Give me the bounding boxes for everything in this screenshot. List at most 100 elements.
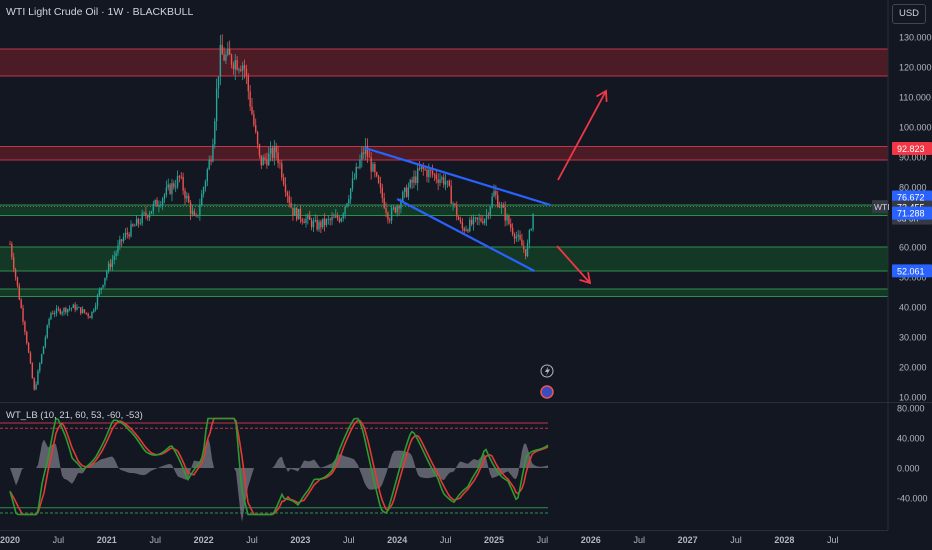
candle xyxy=(16,276,19,286)
candle xyxy=(508,215,510,224)
candle xyxy=(325,219,328,226)
currency-button[interactable]: USD xyxy=(892,4,926,24)
candle xyxy=(72,304,74,308)
candle xyxy=(295,208,298,220)
candle xyxy=(74,304,76,310)
candle xyxy=(260,155,263,166)
candle xyxy=(394,207,397,213)
candle xyxy=(46,325,48,338)
candle xyxy=(318,221,320,230)
candle xyxy=(100,287,102,291)
candle xyxy=(482,221,484,224)
candle xyxy=(377,175,380,183)
candle xyxy=(372,164,374,172)
support-zone xyxy=(0,289,888,297)
price-tick-label: 120.000 xyxy=(899,63,932,73)
flag-icon[interactable] xyxy=(540,385,554,399)
price-tick-label: 10.000 xyxy=(899,393,927,403)
candle xyxy=(55,308,58,314)
candle xyxy=(383,197,385,208)
candle xyxy=(474,217,477,219)
candle xyxy=(44,337,47,347)
candle xyxy=(510,223,512,228)
candle xyxy=(275,146,277,153)
candle xyxy=(255,124,257,132)
candle xyxy=(398,206,400,209)
candle xyxy=(385,207,387,213)
candle xyxy=(50,313,52,320)
candle xyxy=(331,217,333,221)
price-axis-label[interactable] xyxy=(892,264,932,278)
candle xyxy=(387,212,389,220)
candle xyxy=(519,234,521,240)
upper-trendline[interactable] xyxy=(364,146,551,207)
candle xyxy=(305,218,307,224)
candle xyxy=(523,245,525,250)
candle xyxy=(40,354,43,364)
price-axis-label[interactable] xyxy=(892,206,932,220)
bearish-arrow[interactable] xyxy=(556,245,591,284)
candle xyxy=(52,313,54,315)
price-axis-label[interactable] xyxy=(892,142,932,156)
candle xyxy=(80,307,82,314)
candle xyxy=(232,64,235,70)
candle xyxy=(286,192,289,196)
candle xyxy=(314,219,316,222)
symbol-title[interactable]: WTI Light Crude Oil · 1W · BLACKBULL xyxy=(6,6,194,18)
candle xyxy=(85,312,88,314)
candle xyxy=(485,214,488,220)
candle xyxy=(78,307,80,309)
bullish-arrow[interactable] xyxy=(557,90,607,181)
candle xyxy=(132,224,134,226)
candle xyxy=(504,207,506,221)
candle xyxy=(411,179,413,183)
candle xyxy=(115,252,117,257)
candle xyxy=(390,208,393,221)
candle xyxy=(297,208,300,220)
candle xyxy=(94,305,97,310)
candle xyxy=(42,346,45,355)
candle xyxy=(456,205,458,217)
candle xyxy=(57,308,60,310)
candle xyxy=(184,190,186,199)
candle xyxy=(13,257,15,270)
candle xyxy=(210,159,212,162)
candle xyxy=(292,207,294,216)
price-tick-label: 50.000 xyxy=(899,273,927,283)
candle xyxy=(137,218,140,224)
candle xyxy=(279,162,281,164)
candle xyxy=(113,256,115,260)
candle xyxy=(413,176,415,183)
indicator-label[interactable]: WT_LB (10, 21, 60, 53, -60, -53) xyxy=(6,410,143,421)
time-tick-label: 2021 xyxy=(97,535,117,545)
candle xyxy=(111,259,114,267)
candle xyxy=(195,215,197,217)
candle xyxy=(141,213,143,224)
candle xyxy=(223,54,225,61)
candle xyxy=(476,217,478,220)
candle xyxy=(11,244,13,258)
candle xyxy=(53,313,56,315)
candle xyxy=(368,156,370,158)
price-tick-label: 20.000 xyxy=(899,363,927,373)
time-tick-label: 2020 xyxy=(0,535,20,545)
candle xyxy=(148,213,151,218)
candle xyxy=(446,180,449,182)
candle xyxy=(403,187,406,192)
symbol-tag[interactable] xyxy=(872,200,888,214)
candle xyxy=(234,60,236,70)
candle xyxy=(67,309,69,313)
candle xyxy=(165,187,168,195)
candle xyxy=(465,229,467,231)
candle xyxy=(489,207,491,216)
lower-trendline[interactable] xyxy=(396,198,535,272)
candle xyxy=(362,152,365,154)
candle xyxy=(18,285,21,300)
candle xyxy=(294,208,296,216)
candle xyxy=(392,207,395,209)
price-axis-label[interactable] xyxy=(892,190,932,204)
candle xyxy=(396,206,398,213)
time-tick-label: Jul xyxy=(53,535,65,545)
time-tick-label: Jul xyxy=(343,535,355,545)
